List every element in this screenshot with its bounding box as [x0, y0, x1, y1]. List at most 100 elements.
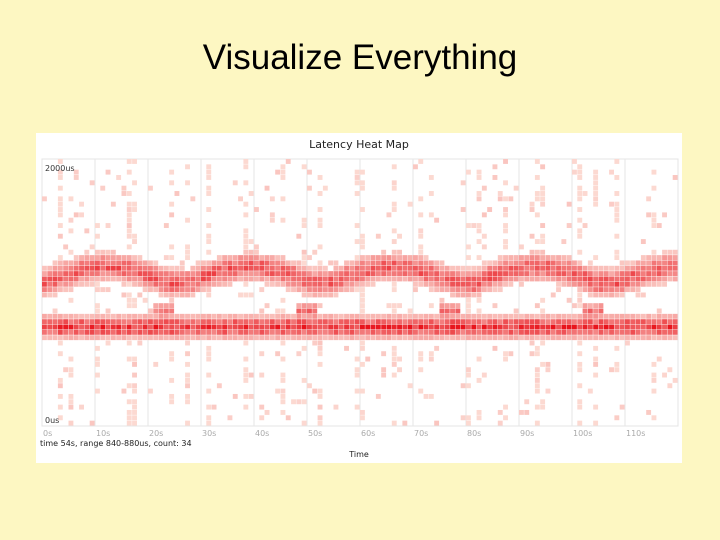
- heatmap-cell[interactable]: [587, 313, 593, 319]
- heatmap-cell[interactable]: [524, 260, 530, 266]
- heatmap-cell[interactable]: [301, 164, 307, 170]
- heatmap-cell[interactable]: [587, 388, 593, 394]
- heatmap-cell[interactable]: [476, 377, 482, 383]
- heatmap-cell[interactable]: [365, 265, 371, 271]
- heatmap-cell[interactable]: [227, 319, 233, 325]
- heatmap-cell[interactable]: [640, 329, 646, 335]
- heatmap-cell[interactable]: [471, 265, 477, 271]
- heatmap-cell[interactable]: [121, 265, 127, 271]
- heatmap-cell[interactable]: [593, 180, 599, 186]
- heatmap-cell[interactable]: [466, 287, 471, 293]
- heatmap-cell[interactable]: [492, 276, 498, 282]
- heatmap-cell[interactable]: [524, 313, 530, 319]
- heatmap-cell[interactable]: [195, 335, 201, 341]
- heatmap-cell[interactable]: [587, 319, 593, 325]
- heatmap-cell[interactable]: [185, 335, 190, 341]
- heatmap-cell[interactable]: [614, 345, 620, 351]
- heatmap-cell[interactable]: [148, 271, 153, 277]
- heatmap-cell[interactable]: [566, 313, 572, 319]
- heatmap-cell[interactable]: [195, 260, 201, 266]
- heatmap-cell[interactable]: [614, 329, 620, 335]
- heatmap-cell[interactable]: [312, 329, 318, 335]
- heatmap-cell[interactable]: [349, 287, 355, 293]
- heatmap-cell[interactable]: [354, 255, 360, 261]
- heatmap-cell[interactable]: [47, 335, 53, 341]
- heatmap-cell[interactable]: [640, 265, 646, 271]
- heatmap-cell[interactable]: [455, 303, 461, 309]
- heatmap-cell[interactable]: [57, 313, 63, 319]
- heatmap-cell[interactable]: [296, 287, 302, 293]
- heatmap-cell[interactable]: [317, 292, 323, 298]
- heatmap-cell[interactable]: [79, 281, 84, 287]
- heatmap-cell[interactable]: [625, 319, 630, 325]
- heatmap-cell[interactable]: [614, 281, 620, 287]
- heatmap-cell[interactable]: [232, 265, 238, 271]
- heatmap-cell[interactable]: [206, 233, 212, 239]
- heatmap-cell[interactable]: [646, 281, 652, 287]
- heatmap-cell[interactable]: [646, 260, 652, 266]
- heatmap-cell[interactable]: [428, 303, 434, 309]
- heatmap-cell[interactable]: [79, 276, 84, 282]
- heatmap-cell[interactable]: [333, 292, 339, 298]
- heatmap-cell[interactable]: [455, 281, 461, 287]
- heatmap-cell[interactable]: [428, 287, 434, 293]
- heatmap-cell[interactable]: [603, 329, 609, 335]
- heatmap-cell[interactable]: [540, 255, 546, 261]
- heatmap-cell[interactable]: [423, 265, 429, 271]
- heatmap-cell[interactable]: [222, 281, 228, 287]
- heatmap-cell[interactable]: [201, 260, 206, 266]
- heatmap-cell[interactable]: [126, 292, 132, 298]
- heatmap-cell[interactable]: [614, 319, 620, 325]
- heatmap-cell[interactable]: [190, 324, 196, 330]
- heatmap-cell[interactable]: [360, 308, 365, 314]
- heatmap-cell[interactable]: [582, 319, 588, 325]
- heatmap-cell[interactable]: [625, 271, 630, 277]
- heatmap-cell[interactable]: [248, 313, 254, 319]
- heatmap-cell[interactable]: [587, 281, 593, 287]
- heatmap-cell[interactable]: [375, 319, 381, 325]
- heatmap-cell[interactable]: [179, 276, 185, 282]
- heatmap-cell[interactable]: [391, 228, 397, 234]
- heatmap-cell[interactable]: [52, 292, 58, 298]
- heatmap-cell[interactable]: [116, 313, 122, 319]
- heatmap-cell[interactable]: [519, 319, 524, 325]
- heatmap-cell[interactable]: [360, 239, 365, 245]
- heatmap-cell[interactable]: [460, 281, 466, 287]
- heatmap-cell[interactable]: [466, 319, 471, 325]
- heatmap-cell[interactable]: [492, 164, 498, 170]
- heatmap-cell[interactable]: [110, 335, 116, 341]
- heatmap-cell[interactable]: [513, 271, 519, 277]
- heatmap-cell[interactable]: [110, 324, 116, 330]
- heatmap-cell[interactable]: [169, 281, 175, 287]
- heatmap-cell[interactable]: [524, 276, 530, 282]
- heatmap-cell[interactable]: [460, 180, 466, 186]
- heatmap-cell[interactable]: [614, 217, 620, 223]
- heatmap-cell[interactable]: [476, 292, 482, 298]
- heatmap-cell[interactable]: [365, 313, 371, 319]
- heatmap-cell[interactable]: [296, 313, 302, 319]
- heatmap-cell[interactable]: [667, 324, 673, 330]
- heatmap-cell[interactable]: [572, 313, 577, 319]
- heatmap-cell[interactable]: [95, 388, 100, 394]
- heatmap-cell[interactable]: [248, 191, 254, 196]
- heatmap-cell[interactable]: [344, 260, 349, 266]
- heatmap-cell[interactable]: [317, 345, 323, 351]
- heatmap-cell[interactable]: [317, 217, 323, 223]
- heatmap-cell[interactable]: [481, 319, 487, 325]
- heatmap-cell[interactable]: [360, 415, 365, 421]
- heatmap-cell[interactable]: [450, 292, 455, 298]
- heatmap-cell[interactable]: [47, 313, 53, 319]
- heatmap-cell[interactable]: [275, 308, 281, 314]
- heatmap-cell[interactable]: [545, 388, 551, 394]
- heatmap-cell[interactable]: [540, 239, 546, 245]
- heatmap-cell[interactable]: [487, 335, 493, 341]
- heatmap-cell[interactable]: [227, 265, 233, 271]
- heatmap-cell[interactable]: [264, 276, 270, 282]
- heatmap-cell[interactable]: [254, 313, 259, 319]
- heatmap-cell[interactable]: [259, 324, 265, 330]
- heatmap-cell[interactable]: [386, 255, 392, 261]
- heatmap-cell[interactable]: [280, 409, 286, 415]
- heatmap-cell[interactable]: [466, 255, 471, 261]
- heatmap-cell[interactable]: [561, 281, 567, 287]
- heatmap-cell[interactable]: [391, 329, 397, 335]
